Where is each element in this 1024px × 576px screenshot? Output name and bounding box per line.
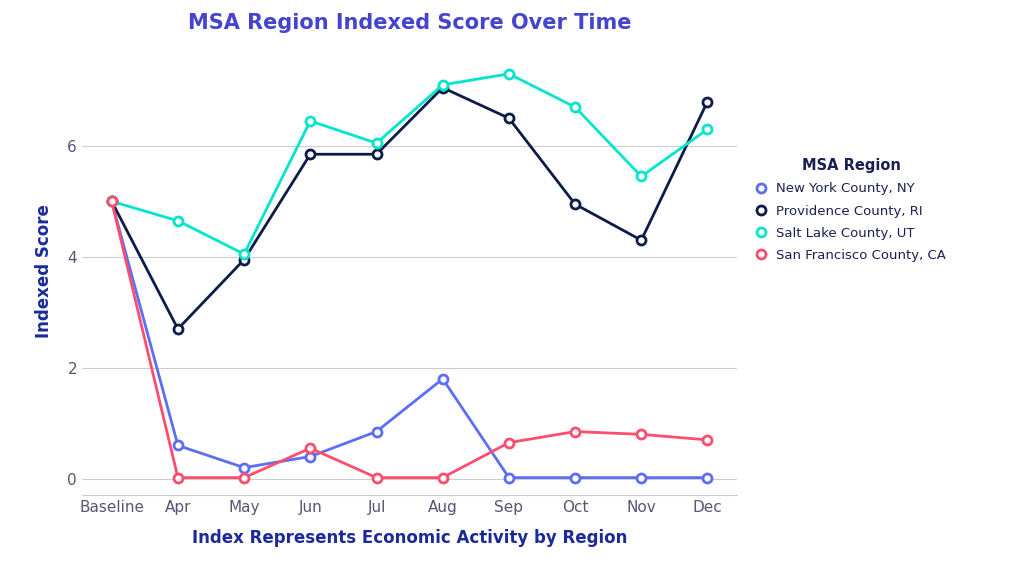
Y-axis label: Indexed Score: Indexed Score [36,204,53,338]
Providence County, RI [238,256,250,263]
Providence County, RI [503,115,515,122]
Providence County, RI [371,151,383,158]
Salt Lake County, UT [172,217,184,224]
San Francisco County, CA [569,428,582,435]
San Francisco County, CA [436,474,449,481]
Salt Lake County, UT [371,140,383,147]
San Francisco County, CA [105,198,118,205]
Providence County, RI [436,84,449,91]
New York County, NY [436,376,449,382]
San Francisco County, CA [503,439,515,446]
New York County, NY [238,464,250,471]
Title: MSA Region Indexed Score Over Time: MSA Region Indexed Score Over Time [187,13,632,33]
New York County, NY [701,474,714,481]
San Francisco County, CA [238,474,250,481]
Salt Lake County, UT [238,251,250,257]
Line: Providence County, RI: Providence County, RI [108,83,712,334]
New York County, NY [635,474,647,481]
Providence County, RI [635,237,647,244]
Line: Salt Lake County, UT: Salt Lake County, UT [108,69,712,259]
San Francisco County, CA [371,474,383,481]
San Francisco County, CA [172,474,184,481]
San Francisco County, CA [701,437,714,444]
San Francisco County, CA [304,445,316,452]
Providence County, RI [304,151,316,158]
New York County, NY [105,198,118,205]
Providence County, RI [569,200,582,207]
New York County, NY [172,442,184,449]
Salt Lake County, UT [304,118,316,124]
Salt Lake County, UT [503,70,515,77]
Providence County, RI [172,325,184,332]
New York County, NY [503,474,515,481]
Salt Lake County, UT [701,126,714,132]
New York County, NY [304,453,316,460]
Salt Lake County, UT [635,173,647,180]
Salt Lake County, UT [569,104,582,111]
Line: San Francisco County, CA: San Francisco County, CA [108,197,712,482]
Providence County, RI [105,198,118,205]
X-axis label: Index Represents Economic Activity by Region: Index Represents Economic Activity by Re… [191,529,628,547]
Providence County, RI [701,98,714,105]
Line: New York County, NY: New York County, NY [108,197,712,482]
Legend: New York County, NY, Providence County, RI, Salt Lake County, UT, San Francisco : New York County, NY, Providence County, … [751,151,952,268]
Salt Lake County, UT [436,81,449,88]
New York County, NY [371,428,383,435]
New York County, NY [569,474,582,481]
Salt Lake County, UT [105,198,118,205]
San Francisco County, CA [635,431,647,438]
